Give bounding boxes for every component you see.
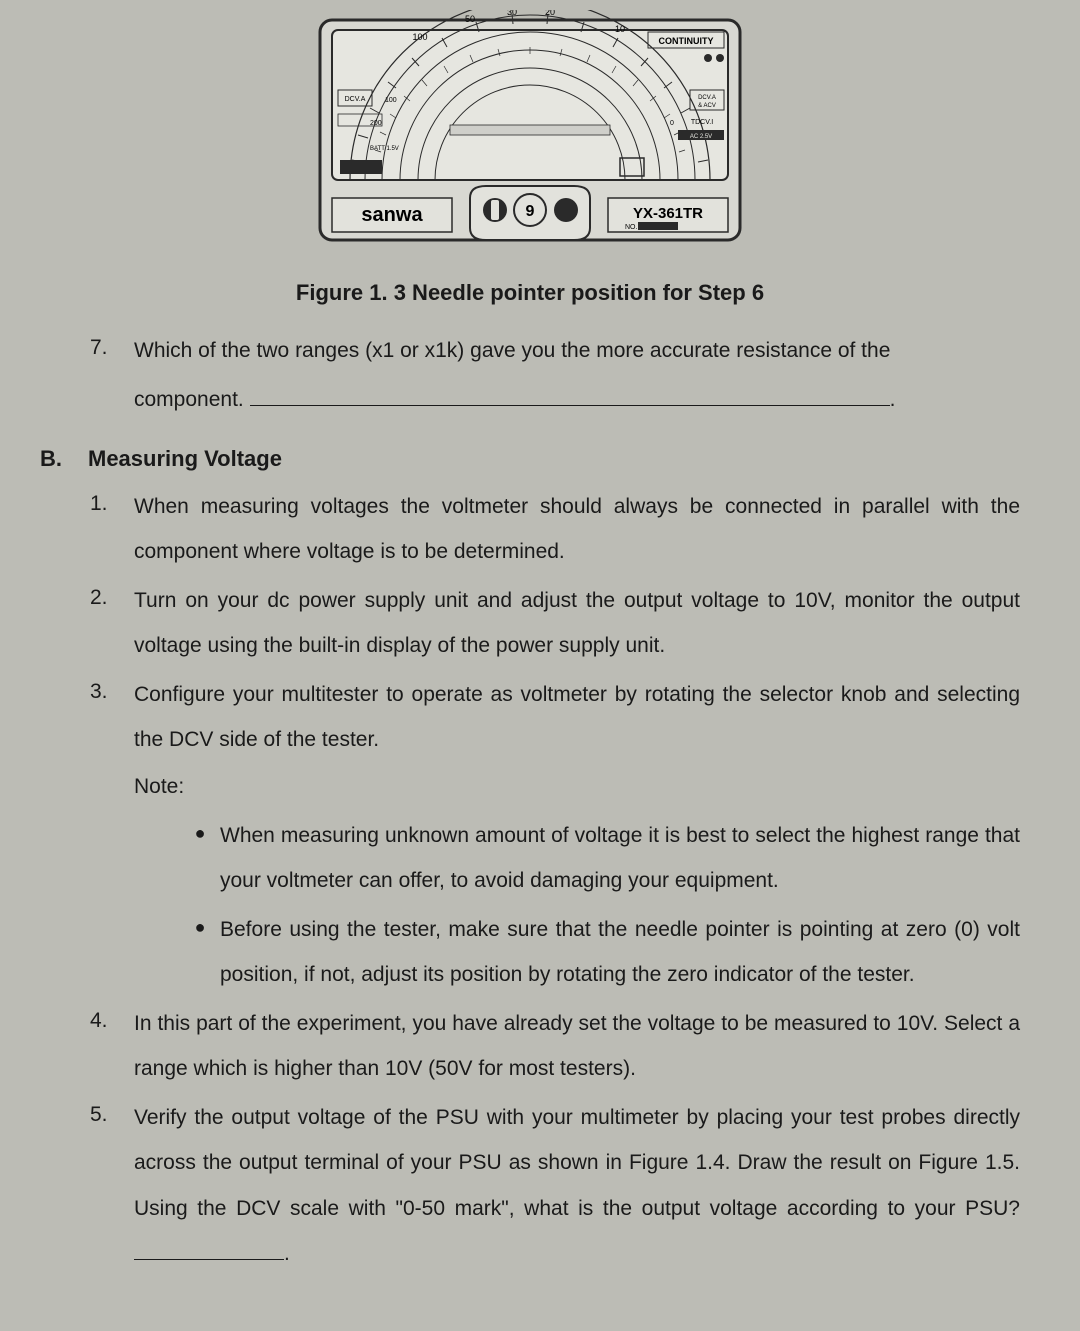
item-number: 4. (88, 1001, 134, 1041)
svg-text:100: 100 (385, 97, 397, 104)
note-bullet-2: ● Before using the tester, make sure tha… (180, 907, 1020, 997)
continuity-label: CONTINUITY (659, 36, 714, 46)
item-text: Turn on your dc power supply unit and ad… (134, 578, 1020, 668)
item-number: 3. (88, 672, 134, 712)
item-text: Verify the output voltage of the PSU wit… (134, 1106, 1020, 1219)
item-text: Configure your multitester to operate as… (134, 672, 1020, 762)
svg-text:DCV.A: DCV.A (345, 96, 366, 103)
q7-text-b: component. (134, 388, 244, 411)
svg-text:30: 30 (507, 10, 517, 17)
figure-caption: Figure 1. 3 Needle pointer position for … (40, 272, 1020, 314)
svg-text:AC 2.5V: AC 2.5V (690, 134, 712, 140)
svg-text:0: 0 (670, 120, 674, 127)
svg-text:20: 20 (545, 10, 555, 17)
note-label: Note: (134, 767, 1020, 807)
item-b1: 1. When measuring voltages the voltmeter… (40, 484, 1020, 574)
note-text: Before using the tester, make sure that … (220, 907, 1020, 997)
note-bullet-1: ● When measuring unknown amount of volta… (180, 813, 1020, 903)
svg-text:TDCV.I: TDCV.I (691, 119, 713, 126)
svg-text:BATT 1.5V: BATT 1.5V (370, 146, 399, 152)
svg-text:50: 50 (465, 14, 475, 24)
section-label: B. (40, 438, 88, 480)
svg-text:10: 10 (615, 24, 625, 34)
item-number: 5. (88, 1095, 134, 1135)
item-number: 2. (88, 578, 134, 618)
q7-text-a: Which of the two ranges (x1 or x1k) gave… (134, 339, 890, 362)
item-number: 1. (88, 484, 134, 524)
note-text: When measuring unknown amount of voltage… (220, 813, 1020, 903)
section-b-header: B. Measuring Voltage (40, 438, 1020, 480)
bullet-icon: ● (180, 813, 220, 903)
bullet-icon: ● (180, 907, 220, 997)
item-text: In this part of the experiment, you have… (134, 1001, 1020, 1091)
item-b4: 4. In this part of the experiment, you h… (40, 1001, 1020, 1091)
svg-text:NO.: NO. (625, 224, 638, 231)
zero-adjust-knob: 9 (470, 186, 590, 240)
brand-label: sanwa (361, 204, 423, 226)
item-b3: 3. Configure your multitester to operate… (40, 672, 1020, 762)
multimeter-diagram: CONTINUITY (310, 10, 750, 250)
model-label: YX-361TR (633, 205, 703, 222)
figure-meter: CONTINUITY (40, 10, 1020, 264)
item-b2: 2. Turn on your dc power supply unit and… (40, 578, 1020, 668)
svg-text:DCV.A: DCV.A (698, 95, 716, 101)
item-b5: 5. Verify the output voltage of the PSU … (40, 1095, 1020, 1276)
svg-text:9: 9 (526, 203, 535, 220)
item-text: When measuring voltages the voltmeter sh… (134, 484, 1020, 574)
svg-text:100: 100 (412, 32, 427, 42)
blank-line (134, 1259, 284, 1260)
svg-text:& ACV: & ACV (698, 103, 716, 109)
item-number: 7. (88, 328, 134, 368)
section-title: Measuring Voltage (88, 438, 282, 480)
blank-line (250, 405, 890, 406)
item-7: 7. Which of the two ranges (x1 or x1k) g… (40, 328, 1020, 373)
